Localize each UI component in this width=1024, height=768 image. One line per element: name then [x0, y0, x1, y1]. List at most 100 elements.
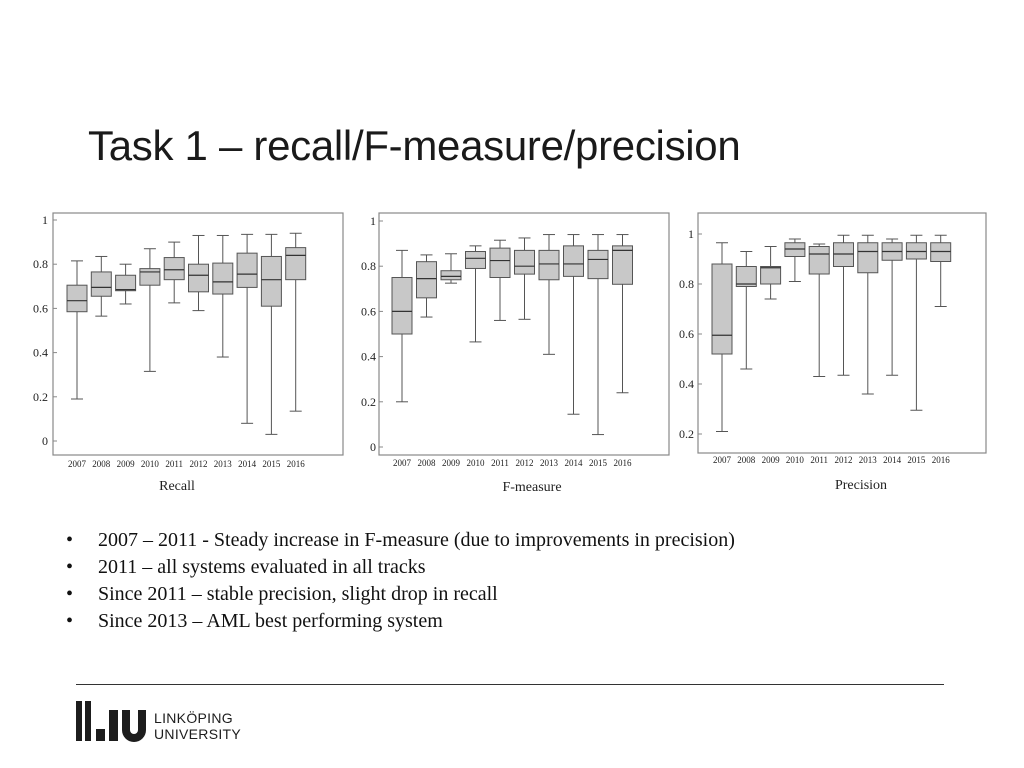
x-tick-label: 2008	[737, 455, 756, 465]
footer-divider	[76, 684, 944, 685]
x-tick-label: 2011	[491, 458, 509, 468]
y-tick-label: 0.2	[679, 427, 694, 441]
precision-boxplot: 0.20.40.60.81 2007 2008 2009 2010 2011 2012 20…	[679, 212, 987, 493]
box-2015	[587, 234, 609, 436]
logo-line-1: LINKÖPING	[154, 710, 233, 726]
x-tick-label: 2013	[214, 459, 233, 469]
y-tick-label: 0.4	[33, 346, 48, 360]
box-2009	[440, 253, 462, 284]
logo-line-2: UNIVERSITY	[154, 726, 242, 742]
box-2012	[514, 237, 535, 320]
x-tick-label: 2011	[810, 455, 828, 465]
box-2011	[489, 239, 511, 321]
plot-frame	[52, 212, 344, 456]
box-2011	[808, 243, 830, 377]
x-tick-label: 2009	[117, 459, 136, 469]
box-2011	[163, 241, 185, 304]
x-axis: 2007 2008 2009 2010 2011 2012 2013 2014 2015 2016	[68, 459, 305, 469]
box-iqr	[115, 274, 137, 292]
bullet-text: Since 2011 – stable precision, slight dr…	[98, 583, 498, 605]
bullet-item: • 2011 – all systems evaluated in all tra…	[64, 554, 735, 581]
box-2007	[66, 260, 88, 400]
box-2012	[188, 234, 209, 312]
boxes	[66, 232, 307, 435]
box-2008	[735, 251, 757, 370]
x-tick-label: 2012	[190, 459, 208, 469]
x-tick-label: 2008	[418, 458, 437, 468]
x-tick-label: 2007	[68, 459, 87, 469]
box-iqr	[563, 245, 584, 277]
box-iqr	[905, 242, 927, 260]
bullet-item: • 2007 – 2011 - Steady increase in F-meas…	[64, 527, 735, 554]
x-tick-label: 2009	[762, 455, 781, 465]
x-tick-label: 2015	[262, 459, 281, 469]
x-tick-label: 2013	[859, 455, 878, 465]
x-tick-label: 2016	[287, 459, 306, 469]
box-iqr	[163, 257, 185, 281]
plot-frame	[697, 212, 987, 454]
x-tick-label: 2010	[786, 455, 805, 465]
box-iqr	[538, 249, 560, 281]
box-iqr	[930, 242, 952, 262]
x-tick-label: 2007	[713, 455, 732, 465]
box-iqr	[416, 261, 437, 299]
x-axis: 2007 2008 2009 2010 2011 2012 2013 2014 2015 2016	[713, 455, 950, 465]
box-2015	[260, 233, 282, 435]
box-iqr	[784, 242, 806, 257]
box-2013	[212, 234, 234, 358]
bullet-dot: •	[66, 583, 74, 605]
box-2008	[416, 254, 437, 318]
box-iqr	[440, 270, 462, 281]
box-2016	[930, 234, 952, 307]
y-tick-label: 0.2	[361, 395, 376, 409]
x-tick-label: 2009	[442, 458, 461, 468]
box-iqr	[260, 255, 282, 307]
y-tick-label: 1	[688, 227, 694, 241]
box-iqr	[465, 251, 486, 269]
box-iqr	[711, 263, 733, 355]
box-2008	[90, 255, 112, 317]
plot-frame	[378, 212, 670, 456]
box-iqr	[90, 271, 112, 297]
y-tick-label: 0.8	[679, 277, 694, 291]
box-iqr	[236, 252, 258, 288]
x-tick-label: 2010	[467, 458, 486, 468]
bullet-dot: •	[66, 556, 74, 578]
box-2010	[784, 238, 806, 282]
box-2014	[236, 233, 258, 424]
chart-caption: Recall	[159, 479, 195, 494]
box-iqr	[139, 268, 161, 286]
y-axis: 0.2 0.4 0.6 0.8 1	[679, 227, 702, 441]
box-2014	[881, 238, 903, 376]
box-iqr	[612, 245, 633, 285]
y-tick-label: 0.6	[679, 327, 694, 341]
bullet-item: • Since 2013 – AML best performing system	[64, 608, 735, 635]
box-2010	[139, 248, 161, 372]
box-2013	[538, 234, 560, 355]
box-iqr	[514, 249, 535, 275]
bullet-text: 2011 – all systems evaluated in all trac…	[98, 556, 426, 578]
logo-wordmark: LINKÖPING UNIVERSITY	[154, 710, 241, 742]
x-tick-label: 2016	[932, 455, 951, 465]
x-tick-label: 2012	[516, 458, 534, 468]
box-iqr	[212, 262, 234, 295]
box-iqr	[833, 242, 854, 267]
box-2007	[391, 249, 413, 403]
x-tick-label: 2014	[565, 458, 584, 468]
box-iqr	[735, 266, 757, 287]
bullet-text: 2007 – 2011 - Steady increase in F-measu…	[98, 529, 735, 551]
box-iqr	[66, 284, 88, 313]
box-2014	[563, 234, 584, 415]
y-tick-label: 0	[370, 440, 376, 454]
y-axis: 0 0.2 0.4 0.6 0.8 1	[33, 213, 57, 448]
y-tick-label: 0.6	[361, 304, 376, 318]
bullet-item: • Since 2011 – stable precision, slight d…	[64, 581, 735, 608]
boxes	[391, 234, 633, 436]
y-tick-label: 0.8	[33, 257, 48, 271]
x-tick-label: 2015	[907, 455, 926, 465]
box-2010	[465, 245, 486, 343]
y-tick-label: 0.6	[33, 301, 48, 315]
y-tick-label: 0	[42, 434, 48, 448]
x-tick-label: 2014	[883, 455, 902, 465]
x-tick-label: 2011	[165, 459, 183, 469]
